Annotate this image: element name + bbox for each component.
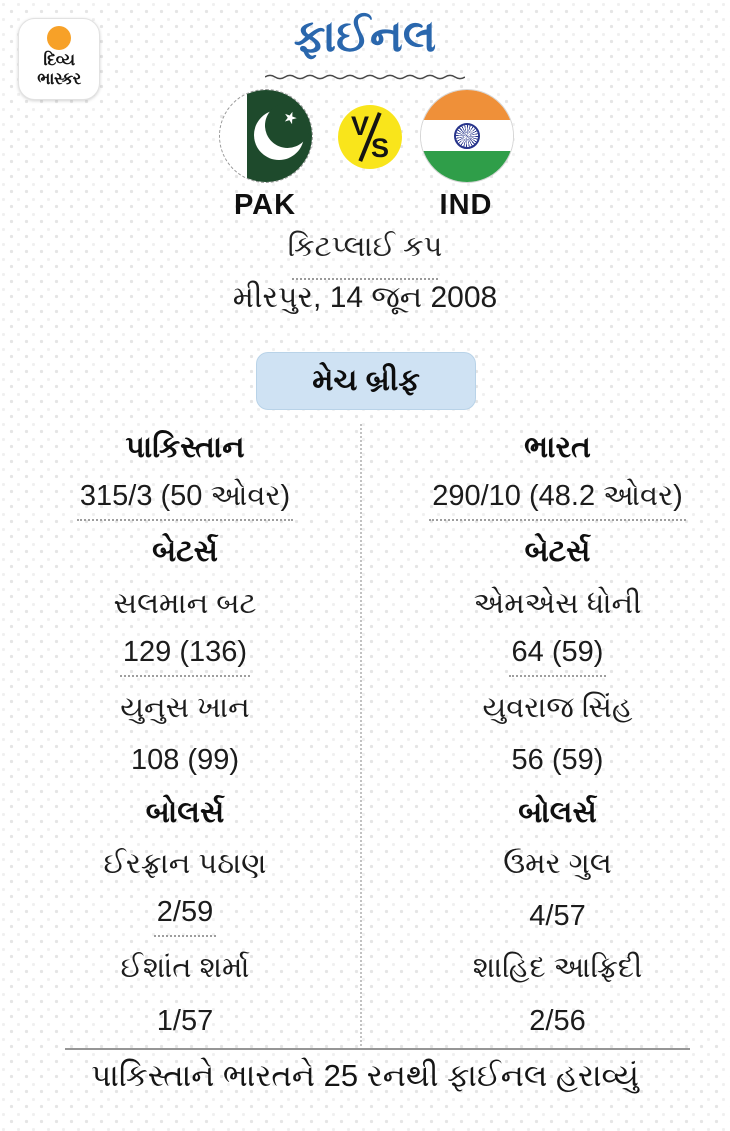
batter-score: 56 (59) bbox=[511, 744, 604, 777]
logo-text: દિવ્ય ભાસ્કર bbox=[19, 51, 99, 89]
bowlers-label: બોલર્સ bbox=[145, 795, 225, 829]
bowler-name: ઈરફ્રાન પઠાણ bbox=[103, 848, 267, 881]
batter-name: એમએસ ધોની bbox=[473, 587, 642, 620]
batter-name: યુવરાજ સિંહ bbox=[482, 692, 633, 725]
batter-score: 108 (99) bbox=[130, 744, 239, 777]
page-title: ફાઈનલ bbox=[293, 12, 437, 61]
bowler-figures: 2/56 bbox=[529, 1004, 586, 1037]
bowler-figures: 4/57 bbox=[529, 900, 586, 933]
ashoka-chakra-icon bbox=[454, 123, 480, 149]
batters-label: બેટર્સ bbox=[524, 535, 591, 569]
logo-text-line1: દિવ્ય bbox=[43, 51, 75, 69]
bowler-name: શાહિદ આફ્રિદી bbox=[472, 952, 643, 985]
vs-badge: V S bbox=[338, 105, 402, 169]
tournament-name: કિટપ્લાઈ કપ bbox=[287, 231, 443, 263]
bowler-name: ઉમર ગુલ bbox=[503, 848, 612, 881]
venue-date: મીરપુર, 14 જૂન 2008 bbox=[232, 281, 498, 314]
bowler-name: ઈશાંત શર્મા bbox=[120, 952, 250, 985]
footer-divider bbox=[65, 1048, 690, 1050]
team-code-left: PAK bbox=[233, 189, 297, 221]
batter-score: 129 (136) bbox=[15, 630, 355, 682]
column-divider bbox=[360, 424, 362, 1046]
team-score: 290/10 (48.2 ઓવર) bbox=[385, 474, 730, 526]
logo-text-line2: ભાસ્કર bbox=[37, 70, 81, 88]
vs-letter-s: S bbox=[370, 133, 389, 163]
vs-letter-v: V bbox=[351, 111, 370, 141]
batters-label: બેટર્સ bbox=[152, 535, 218, 569]
bowlers-label: બોલર્સ bbox=[518, 795, 597, 829]
team-code-right: IND bbox=[439, 189, 493, 221]
pakistan-flag-icon: ★ bbox=[219, 89, 313, 183]
team-name: પાકિસ્તાન bbox=[125, 431, 245, 465]
title-wavy-underline bbox=[265, 74, 465, 80]
batter-name: સલમાન બટ bbox=[113, 587, 257, 620]
team-name: ભારત bbox=[524, 431, 591, 465]
column-india: ભારત 290/10 (48.2 ઓવર) બેટર્સ એમએસ ધોની … bbox=[385, 422, 730, 1047]
divya-bhaskar-logo: દિવ્ય ભાસ્કર bbox=[18, 18, 100, 100]
logo-sun-icon bbox=[47, 26, 71, 50]
batter-name: યુનુસ ખાન bbox=[120, 692, 250, 725]
india-flag-icon bbox=[420, 89, 514, 183]
tournament-dotted-underline bbox=[292, 278, 438, 280]
match-brief-label: મેચ બ્રીફ bbox=[312, 364, 420, 397]
match-result: પાકિસ્તાને ભારતને 25 રનથી ફાઈનલ હરાવ્યું bbox=[91, 1058, 639, 1093]
match-brief-pill: મેચ બ્રીફ bbox=[256, 352, 476, 410]
team-score: 315/3 (50 ઓવર) bbox=[15, 474, 355, 526]
bowler-figures: 1/57 bbox=[156, 1004, 214, 1037]
batter-score: 64 (59) bbox=[385, 630, 730, 682]
bowler-figures: 2/59 bbox=[15, 891, 355, 943]
column-pakistan: પાકિસ્તાન 315/3 (50 ઓવર) બેટર્સ સલમાન બટ… bbox=[15, 422, 355, 1047]
